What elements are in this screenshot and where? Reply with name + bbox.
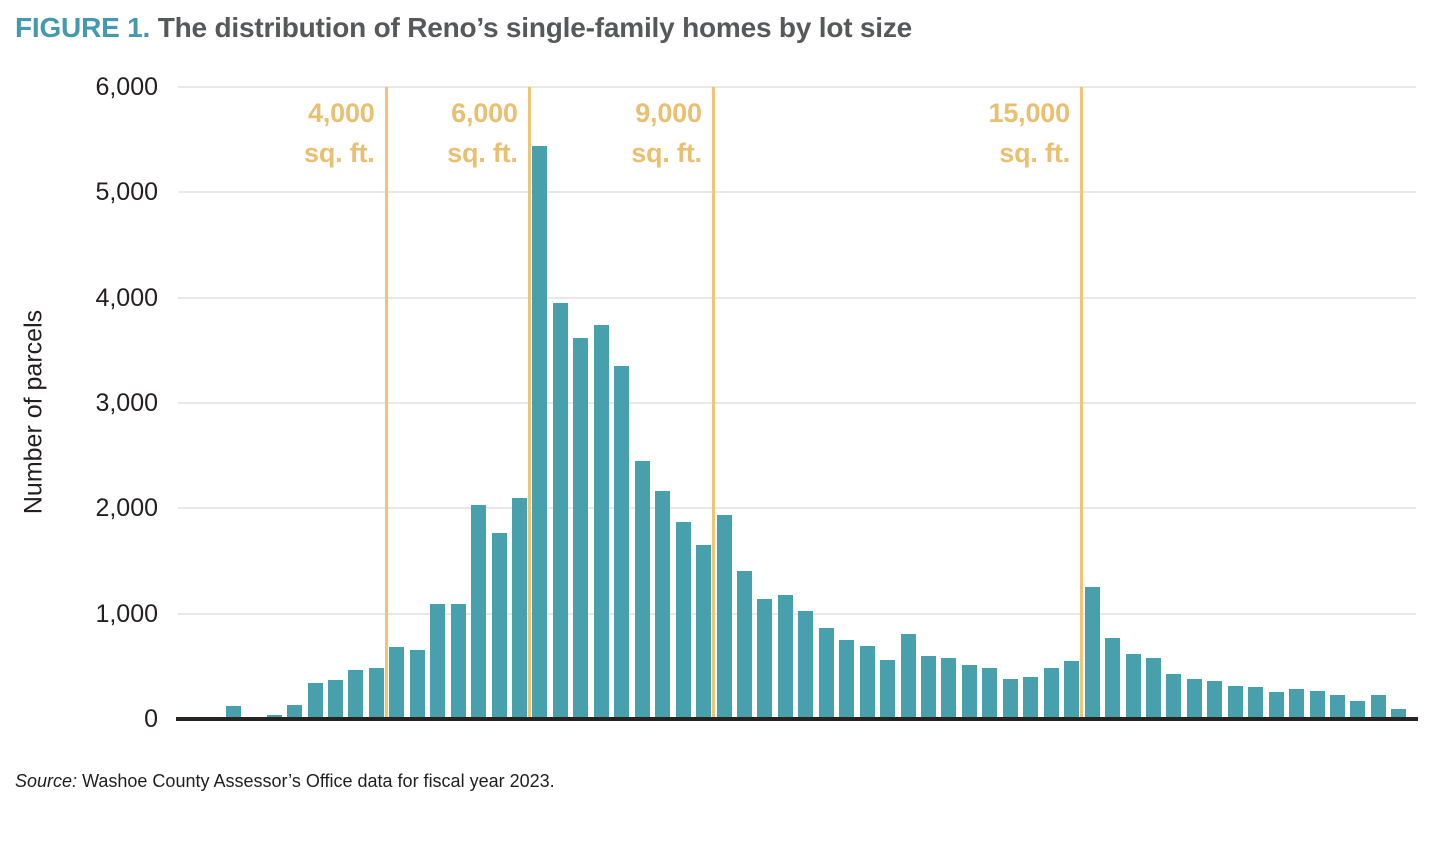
figure-number-label: FIGURE 1. xyxy=(15,12,151,43)
histogram-bar xyxy=(1268,692,1284,718)
histogram-bar xyxy=(266,715,282,718)
histogram-bar xyxy=(1064,661,1080,718)
histogram-bar xyxy=(1002,679,1018,718)
reference-line xyxy=(528,87,532,719)
histogram-bar xyxy=(961,664,977,718)
reference-line-label: 15,000 sq. ft. xyxy=(988,93,1071,173)
reference-line-unit: sq. ft. xyxy=(999,138,1070,168)
y-gridline xyxy=(178,191,1416,194)
histogram-bar xyxy=(287,705,303,718)
reference-line-label: 6,000 sq. ft. xyxy=(447,93,518,173)
y-tick-label: 2,000 xyxy=(95,494,158,523)
histogram-bar xyxy=(225,706,241,718)
y-gridline xyxy=(178,86,1416,88)
histogram-bar xyxy=(1309,691,1325,718)
histogram-bar xyxy=(512,497,528,718)
histogram-bar xyxy=(675,521,691,718)
histogram-bar xyxy=(1166,674,1182,718)
histogram-bar xyxy=(1145,657,1161,718)
histogram-bar xyxy=(818,627,834,718)
figure-title: FIGURE 1. The distribution of Reno’s sin… xyxy=(15,12,912,44)
y-tick-label: 5,000 xyxy=(95,178,158,207)
histogram-bar xyxy=(552,303,568,718)
histogram-bar xyxy=(1186,679,1202,718)
reference-line-unit: sq. ft. xyxy=(304,138,375,168)
histogram-bar xyxy=(532,145,548,718)
histogram-bar xyxy=(593,325,609,718)
histogram-bar xyxy=(450,603,466,718)
histogram-bar xyxy=(736,571,752,718)
reference-line-value: 6,000 xyxy=(451,98,518,128)
reference-line-unit: sq. ft. xyxy=(631,138,702,168)
histogram-bar xyxy=(471,504,487,718)
y-tick-label: 0 xyxy=(144,705,158,733)
histogram-bar xyxy=(982,667,998,718)
y-tick-label: 4,000 xyxy=(95,283,158,312)
histogram-bar xyxy=(655,491,671,718)
histogram-bar xyxy=(348,669,364,718)
histogram-bar xyxy=(1125,654,1141,718)
histogram-bar xyxy=(368,667,384,718)
y-gridline xyxy=(178,296,1416,299)
reference-line xyxy=(1080,87,1084,719)
histogram-bar xyxy=(409,650,425,718)
reference-line-label: 4,000 sq. ft. xyxy=(304,93,375,173)
chart-plot-area: 0 1,000 2,000 3,000 4,000 5,000 6,000 4,000 sq. … xyxy=(95,73,1418,733)
y-gridline xyxy=(178,507,1416,510)
histogram-bar xyxy=(491,533,507,718)
histogram-bar xyxy=(921,656,937,718)
histogram-bar xyxy=(1248,686,1264,718)
histogram-bar xyxy=(1207,681,1223,718)
y-tick-label: 3,000 xyxy=(95,389,158,417)
histogram-bar xyxy=(880,660,896,718)
histogram-bar xyxy=(1391,708,1407,718)
x-axis-line xyxy=(176,717,1418,721)
reference-line-value: 4,000 xyxy=(308,98,375,128)
histogram-bar xyxy=(900,634,916,718)
histogram-bar xyxy=(634,460,650,718)
y-gridline xyxy=(178,612,1416,615)
histogram-bar xyxy=(1043,668,1059,718)
histogram-bar xyxy=(798,610,814,718)
reference-line xyxy=(712,87,716,719)
histogram-bar xyxy=(614,366,630,718)
source-label: Source: xyxy=(15,771,78,791)
y-gridline xyxy=(178,402,1416,404)
y-tick-label: 6,000 xyxy=(95,73,158,101)
histogram-bar xyxy=(777,595,793,718)
histogram-bar xyxy=(859,645,875,718)
histogram-bar xyxy=(716,515,732,718)
figure-title-text: The distribution of Reno’s single-family… xyxy=(157,12,913,43)
histogram-bar xyxy=(1227,685,1243,718)
source-text: Washoe County Assessor’s Office data for… xyxy=(82,771,555,791)
reference-line-label: 9,000 sq. ft. xyxy=(631,93,702,173)
histogram-bar xyxy=(327,680,343,718)
histogram-bar xyxy=(1105,638,1121,718)
y-tick-label: 1,000 xyxy=(95,599,158,628)
histogram-bar xyxy=(1370,694,1386,718)
histogram-bar xyxy=(389,647,405,718)
histogram-bar xyxy=(696,544,712,718)
histogram-bar xyxy=(941,657,957,718)
histogram-bar xyxy=(1023,676,1039,718)
source-note: Source: Washoe County Assessor’s Office … xyxy=(15,771,555,792)
histogram-bar xyxy=(1289,688,1305,718)
histogram-bar xyxy=(307,683,323,718)
histogram-bar xyxy=(839,640,855,718)
histogram-bar xyxy=(1330,695,1346,718)
reference-line xyxy=(385,87,389,719)
histogram-bar xyxy=(757,599,773,718)
histogram-bar xyxy=(1084,586,1100,718)
histogram-bar xyxy=(1350,700,1366,718)
histogram-bar xyxy=(573,337,589,718)
histogram-bar xyxy=(430,603,446,718)
reference-line-unit: sq. ft. xyxy=(447,138,518,168)
reference-line-value: 15,000 xyxy=(988,98,1071,128)
reference-line-value: 9,000 xyxy=(635,98,702,128)
